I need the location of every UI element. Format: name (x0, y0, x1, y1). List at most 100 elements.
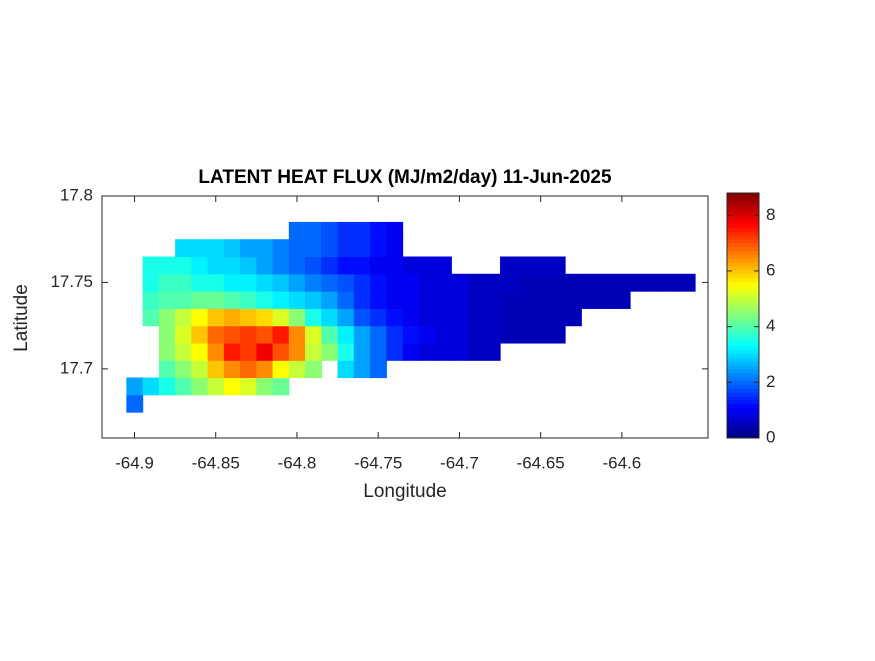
cell (353, 239, 371, 258)
cell (207, 342, 225, 361)
colorbar-swatch (727, 430, 759, 435)
cell (256, 325, 274, 344)
cell (418, 256, 436, 275)
cell (662, 273, 680, 292)
cell (500, 273, 517, 292)
cell (158, 325, 176, 344)
colorbar-swatch (727, 219, 759, 225)
colorbar-swatch (727, 407, 759, 412)
cell (256, 273, 274, 292)
cell (500, 291, 517, 309)
cell (207, 291, 225, 309)
cell (142, 377, 160, 396)
cell (451, 342, 469, 361)
cell (256, 377, 274, 396)
colorbar-swatch (727, 196, 759, 202)
cell (467, 308, 485, 327)
colorbar-swatch (727, 415, 759, 420)
cell (630, 273, 647, 292)
cell (142, 273, 160, 292)
cell (240, 360, 257, 379)
cell (548, 273, 566, 292)
cell (240, 239, 257, 258)
cell (402, 308, 420, 327)
cell (142, 308, 160, 327)
y-axis-label: Latitude (11, 284, 32, 352)
cell (565, 291, 582, 309)
cell (337, 256, 355, 275)
cell (240, 377, 257, 396)
colorbar-swatch (727, 208, 759, 213)
cell (272, 377, 290, 396)
cell (581, 291, 599, 309)
cell (370, 221, 387, 240)
cell (175, 360, 192, 379)
x-tick-label: -64.6 (603, 453, 642, 472)
cell (175, 291, 192, 309)
cell (435, 325, 452, 344)
cell (191, 308, 209, 327)
cell (158, 308, 176, 327)
cell (272, 360, 290, 379)
cell (272, 308, 290, 327)
cell (613, 291, 631, 309)
cell (613, 273, 631, 292)
cell (500, 325, 517, 344)
cell (288, 360, 306, 379)
colorbar-swatch (727, 319, 759, 324)
colorbar-swatch (727, 334, 759, 339)
cell (191, 256, 209, 275)
cell (353, 221, 371, 240)
cell (370, 291, 387, 309)
cell (451, 291, 469, 309)
cell (402, 273, 420, 292)
cell (337, 360, 355, 379)
cell (370, 342, 387, 361)
cell (353, 308, 371, 327)
cell (240, 308, 257, 327)
cell (175, 308, 192, 327)
cell (321, 273, 339, 292)
cell (321, 239, 339, 258)
cell (483, 342, 501, 361)
colorbar-swatch (727, 311, 759, 316)
cell (223, 377, 241, 396)
colorbar-swatch (727, 277, 759, 282)
cell (256, 360, 274, 379)
cell (386, 308, 404, 327)
axes-box (101, 195, 709, 439)
cell (353, 273, 371, 292)
colorbar-swatch (727, 304, 759, 309)
cell (435, 256, 452, 275)
cell (386, 239, 404, 258)
colorbar-swatch (727, 235, 759, 240)
colorbar-swatch (727, 300, 759, 305)
cell (207, 308, 225, 327)
colorbar-swatch (727, 288, 759, 294)
cell (451, 325, 469, 344)
y-tick-label: 17.7 (60, 358, 93, 377)
y-tick-label: 17.75 (50, 272, 93, 291)
colorbar-swatch (727, 434, 759, 439)
cell (337, 325, 355, 344)
cell (305, 342, 322, 361)
cell (191, 360, 209, 379)
cell (532, 325, 550, 344)
cell (418, 273, 436, 292)
cell (158, 342, 176, 361)
cell (305, 239, 322, 258)
cell (321, 291, 339, 309)
colorbar-swatch (727, 384, 759, 389)
colorbar-swatch (727, 223, 759, 228)
cell (191, 291, 209, 309)
cell (565, 308, 582, 327)
cell (305, 325, 322, 344)
cell (516, 291, 534, 309)
cell (418, 308, 436, 327)
cell (516, 325, 534, 344)
colorbar-tick-label: 4 (766, 316, 775, 335)
cell (142, 256, 160, 275)
cell (467, 291, 485, 309)
cell (305, 308, 322, 327)
